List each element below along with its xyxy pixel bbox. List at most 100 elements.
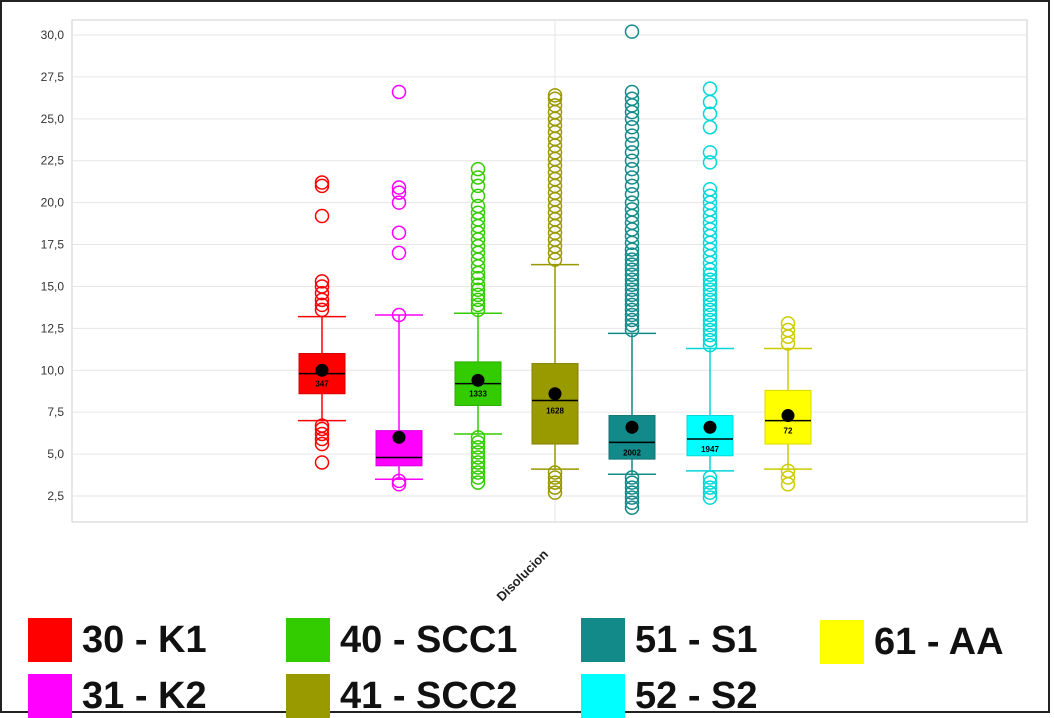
count-label: 72 xyxy=(784,427,793,436)
outlier-point xyxy=(547,470,563,485)
outlier-point xyxy=(314,274,330,289)
outlier-point xyxy=(470,170,486,185)
outlier-point xyxy=(624,317,640,333)
outlier-point xyxy=(624,161,640,177)
outlier-point xyxy=(624,277,640,293)
outlier-point xyxy=(624,287,640,303)
outlier-point xyxy=(702,181,718,197)
x-category-label: Disolucion xyxy=(494,546,552,604)
outlier-point xyxy=(391,245,407,261)
outlier-point xyxy=(780,316,796,331)
outlier-point xyxy=(391,307,407,323)
box-series-group: 347 xyxy=(298,175,346,470)
outlier-point xyxy=(702,322,718,338)
outlier-point xyxy=(470,465,486,480)
legend-swatch-k2 xyxy=(28,674,72,718)
box-series-group: 2002 xyxy=(608,24,656,515)
outlier-point xyxy=(624,145,640,160)
outlier-point xyxy=(702,485,718,500)
outlier-point xyxy=(624,262,640,277)
legend-label-aa: 61 - AA xyxy=(874,620,1004,663)
outlier-point xyxy=(624,202,640,217)
outlier-point xyxy=(624,302,640,318)
outlier-point xyxy=(624,267,640,282)
legend: 30 - K1 31 - K2 40 - SCC1 41 - SCC2 51 -… xyxy=(28,618,1038,718)
legend-swatch-aa xyxy=(820,620,864,664)
outlier-point xyxy=(314,426,330,442)
box-series-group: 1947 xyxy=(686,81,734,505)
outlier-point xyxy=(314,208,330,224)
outlier-point xyxy=(470,205,486,220)
y-tick-label: 10,0 xyxy=(41,363,65,377)
mean-marker xyxy=(625,420,639,434)
legend-label-k1: 30 - K1 xyxy=(82,618,207,661)
outlier-point xyxy=(702,292,718,308)
outlier-point xyxy=(624,490,640,505)
outlier-point xyxy=(624,292,640,308)
outlier-point xyxy=(314,455,330,470)
legend-label-scc1: 40 - SCC1 xyxy=(340,618,518,661)
outlier-point xyxy=(391,477,407,492)
outlier-point xyxy=(470,287,486,303)
outlier-point xyxy=(702,155,718,170)
outlier-point xyxy=(547,88,563,103)
outlier-point xyxy=(624,252,640,267)
legend-label-scc2: 41 - SCC2 xyxy=(340,674,518,717)
outlier-point xyxy=(314,418,330,433)
legend-label-s2: 52 - S2 xyxy=(635,674,758,717)
outlier-point xyxy=(624,91,640,106)
outlier-point xyxy=(314,175,330,190)
outlier-point xyxy=(470,302,486,318)
outlier-point xyxy=(470,282,486,298)
outlier-point xyxy=(624,312,640,328)
outlier-point xyxy=(624,136,640,152)
outlier-point xyxy=(547,98,563,113)
outlier-point xyxy=(547,91,563,106)
outlier-point xyxy=(624,495,640,510)
outlier-point xyxy=(780,470,796,485)
outlier-point xyxy=(391,185,407,200)
outlier-point xyxy=(624,485,640,500)
mean-marker xyxy=(703,420,717,434)
legend-item-scc2: 41 - SCC2 xyxy=(286,674,517,718)
legend-swatch-scc2 xyxy=(286,674,330,718)
y-tick-label: 27,5 xyxy=(41,70,65,84)
outlier-point xyxy=(702,307,718,323)
outlier-point xyxy=(624,475,640,490)
legend-label-s1: 51 - S1 xyxy=(635,618,758,661)
legend-item-scc1: 40 - SCC1 xyxy=(286,618,517,662)
box-series: 347 1333 1628 2002 1947 72 xyxy=(298,24,812,515)
box-series-group: 1628 xyxy=(531,88,579,500)
outlier-point xyxy=(702,272,718,287)
outlier-point xyxy=(702,277,718,293)
outlier-point xyxy=(624,272,640,287)
count-label: 1333 xyxy=(469,390,487,399)
count-label: 1628 xyxy=(546,406,564,415)
outlier-point xyxy=(547,485,563,500)
outlier-point xyxy=(624,128,640,143)
outlier-point xyxy=(624,322,640,338)
outlier-point xyxy=(470,470,486,485)
outlier-point xyxy=(624,307,640,323)
y-tick-label: 30,0 xyxy=(41,28,65,42)
outlier-point xyxy=(702,480,718,495)
outlier-point xyxy=(470,475,486,490)
box-series-group xyxy=(375,84,423,492)
y-tick-label: 7,5 xyxy=(47,405,64,419)
outlier-point xyxy=(702,470,718,485)
mean-marker xyxy=(315,363,329,377)
outlier-point xyxy=(624,257,640,272)
outlier-point xyxy=(702,332,718,348)
outlier-point xyxy=(702,490,718,505)
outlier-point xyxy=(702,297,718,313)
outlier-point xyxy=(624,187,640,202)
box-series-group: 72 xyxy=(764,316,812,492)
mean-marker xyxy=(781,409,795,423)
outlier-point xyxy=(624,500,640,515)
outlier-point xyxy=(391,84,407,100)
grid-lines xyxy=(72,20,1027,522)
legend-swatch-s1 xyxy=(581,618,625,662)
outlier-point xyxy=(624,480,640,495)
outlier-point xyxy=(314,297,330,313)
